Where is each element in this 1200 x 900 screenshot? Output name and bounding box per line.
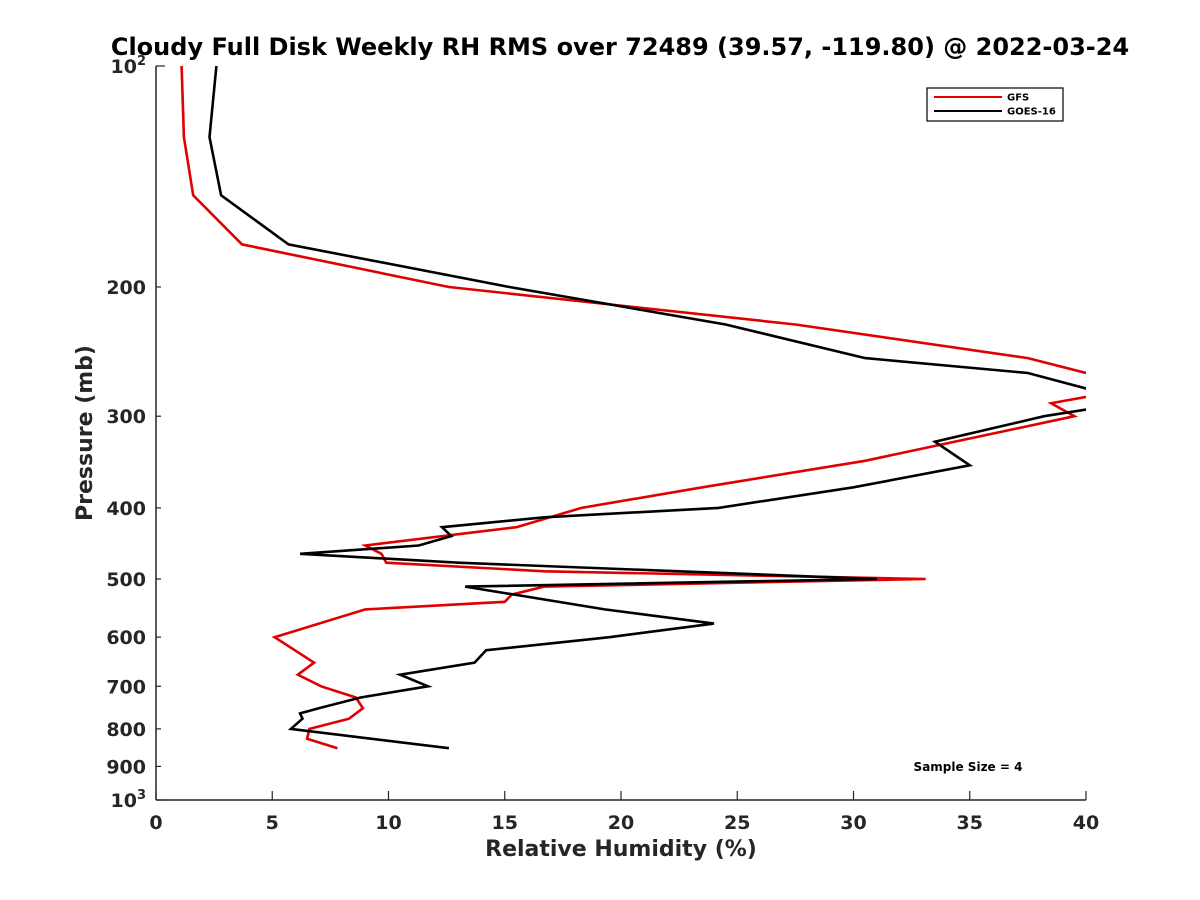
x-axis-ticks: 0 5 10 15 20 25 30 35 40 <box>149 791 1099 834</box>
y-tick-label: 200 <box>106 277 146 299</box>
y-tick-label: 103 <box>111 788 147 812</box>
x-tick-label: 15 <box>492 812 518 834</box>
sample-size-annotation: Sample Size = 4 <box>914 760 1023 774</box>
x-axis-label: Relative Humidity (%) <box>485 837 757 862</box>
y-tick-label: 700 <box>106 676 146 698</box>
x-tick-label: 35 <box>957 812 983 834</box>
y-tick-label: 500 <box>106 569 146 591</box>
x-tick-label: 10 <box>375 812 401 834</box>
y-tick-label: 102 <box>111 54 147 78</box>
x-tick-label: 30 <box>840 812 866 834</box>
y-tick-label: 300 <box>106 406 146 428</box>
series-line-gfs <box>180 66 1086 750</box>
y-tick-label: 900 <box>106 756 146 778</box>
series-line-goes16 <box>208 66 1086 750</box>
series-layer <box>180 66 1086 750</box>
legend-box <box>926 87 1064 122</box>
x-tick-label: 25 <box>724 812 750 834</box>
legend: GFS GOES-16 <box>926 87 1064 122</box>
x-tick-label: 5 <box>266 812 279 834</box>
x-tick-label: 0 <box>149 812 162 834</box>
legend-label-gfs: GFS <box>1007 93 1029 104</box>
y-tick-label: 400 <box>106 498 146 520</box>
x-tick-label: 40 <box>1073 812 1099 834</box>
axes-layer <box>155 66 1086 801</box>
y-axis-label: Pressure (mb) <box>73 345 98 521</box>
legend-label-goes16: GOES-16 <box>1007 107 1056 118</box>
y-tick-label: 600 <box>106 627 146 649</box>
chart-title: Cloudy Full Disk Weekly RH RMS over 7248… <box>111 33 1129 61</box>
x-tick-label: 20 <box>608 812 634 834</box>
y-tick-label: 800 <box>106 719 146 741</box>
y-axis-ticks: 102 200 300 400 500 600 700 800 900 103 <box>106 54 165 812</box>
